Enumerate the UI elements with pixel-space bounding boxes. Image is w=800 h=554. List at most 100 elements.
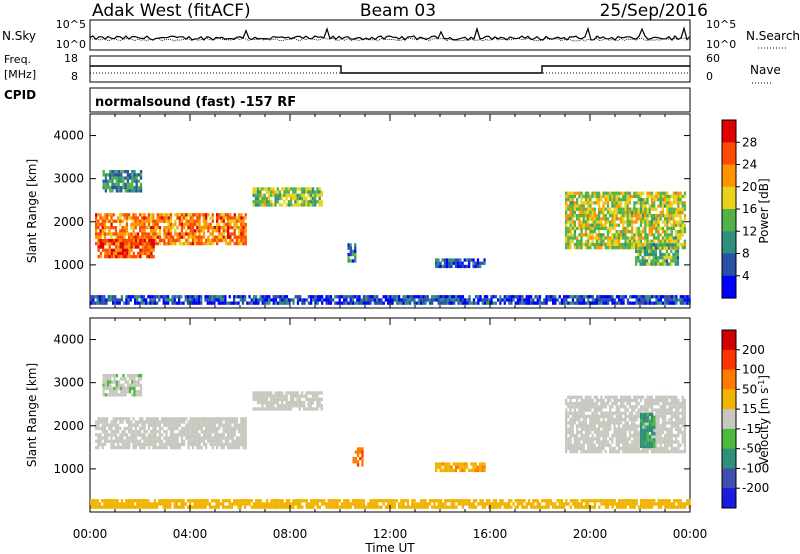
velocity-cell <box>628 427 632 431</box>
power-cell <box>661 256 664 260</box>
power-cell <box>145 238 148 243</box>
power-cell <box>274 193 277 197</box>
power-cell <box>665 252 669 257</box>
velocity-cell <box>626 398 629 403</box>
power-cell <box>233 226 236 230</box>
power-cell <box>569 239 572 243</box>
power-cell <box>111 173 114 177</box>
power-cell <box>187 219 190 223</box>
power-cell <box>653 201 656 205</box>
power-cell <box>646 214 649 218</box>
power-cell <box>620 233 623 237</box>
power-cell <box>156 226 159 230</box>
velocity-cell <box>97 423 100 427</box>
velocity-cell <box>587 424 590 428</box>
power-cell <box>624 236 627 240</box>
power-cell <box>624 230 627 234</box>
power-cell <box>606 220 610 224</box>
velocity-cell <box>657 427 660 431</box>
power-cell <box>165 219 168 223</box>
velocity-cell <box>361 460 364 464</box>
velocity-cell <box>384 499 388 503</box>
power-cell <box>145 216 148 220</box>
velocity-cell <box>664 446 667 451</box>
power-cell <box>602 233 605 237</box>
velocity-cell <box>202 502 205 506</box>
power-cell <box>277 295 280 299</box>
velocity-cell <box>169 430 173 434</box>
velocity-cell <box>193 502 196 506</box>
velocity-cell <box>356 447 360 451</box>
power-cell <box>505 295 509 299</box>
power-cell <box>115 173 118 177</box>
velocity-cell <box>657 395 660 399</box>
velocity-cell <box>666 440 669 444</box>
velocity-cell <box>117 446 120 450</box>
velocity-cell <box>611 421 614 425</box>
power-cell <box>314 295 317 299</box>
velocity-cell <box>633 398 636 403</box>
power-cell <box>650 252 653 257</box>
power-cell <box>650 220 654 224</box>
velocity-cell <box>106 420 109 424</box>
power-cell <box>626 226 629 231</box>
power-cell <box>96 301 99 305</box>
velocity-cell <box>104 383 107 387</box>
power-cell <box>679 217 682 221</box>
velocity-cell <box>124 393 127 397</box>
power-cell <box>666 239 669 243</box>
velocity-cell <box>655 408 658 412</box>
power-cell <box>446 301 449 305</box>
velocity-cell <box>183 433 186 437</box>
power-cell <box>613 301 616 305</box>
velocity-cell <box>653 432 656 436</box>
power-cell <box>283 200 286 204</box>
power-cell <box>626 191 629 195</box>
power-cell <box>639 236 643 240</box>
velocity-cell <box>123 502 126 506</box>
velocity-cell <box>165 417 168 421</box>
velocity-cell <box>659 437 662 441</box>
power-cell <box>626 210 629 215</box>
velocity-cell <box>600 402 603 406</box>
velocity-cell <box>112 446 115 450</box>
power-cell <box>145 235 148 239</box>
power-cell <box>189 226 192 230</box>
power-cell <box>169 222 173 227</box>
power-cell <box>134 298 137 302</box>
velocity-cell <box>624 405 627 409</box>
power-cell <box>108 239 111 243</box>
velocity-cell <box>158 499 161 503</box>
power-cell <box>431 298 434 302</box>
velocity-cell <box>664 398 667 403</box>
velocity-cell <box>604 395 607 399</box>
velocity-cell <box>424 505 427 509</box>
power-cell <box>105 298 108 302</box>
velocity-cell <box>613 446 616 451</box>
power-cell <box>688 295 691 299</box>
velocity-cell <box>606 411 610 415</box>
velocity-cell <box>279 505 282 509</box>
power-cell <box>587 223 590 227</box>
power-cell <box>677 201 680 205</box>
power-cell <box>296 295 300 299</box>
power-cell <box>233 213 236 217</box>
power-cell <box>582 223 585 227</box>
velocity-cell <box>231 417 234 421</box>
power-cell <box>121 226 124 230</box>
power-cell <box>659 262 662 266</box>
freq-label-line2: [MHz] <box>4 68 36 81</box>
velocity-cell <box>105 499 108 503</box>
velocity-cell <box>233 430 236 434</box>
power-cell <box>194 219 197 223</box>
power-cell <box>593 223 596 227</box>
power-cell <box>110 235 113 239</box>
velocity-cell <box>99 426 102 431</box>
power-cell <box>584 233 588 237</box>
power-cell <box>628 207 632 211</box>
power-cell <box>115 186 118 190</box>
velocity-cell <box>311 391 315 395</box>
power-cell <box>108 255 111 259</box>
velocity-cell <box>244 426 247 431</box>
velocity-cell <box>240 439 243 443</box>
